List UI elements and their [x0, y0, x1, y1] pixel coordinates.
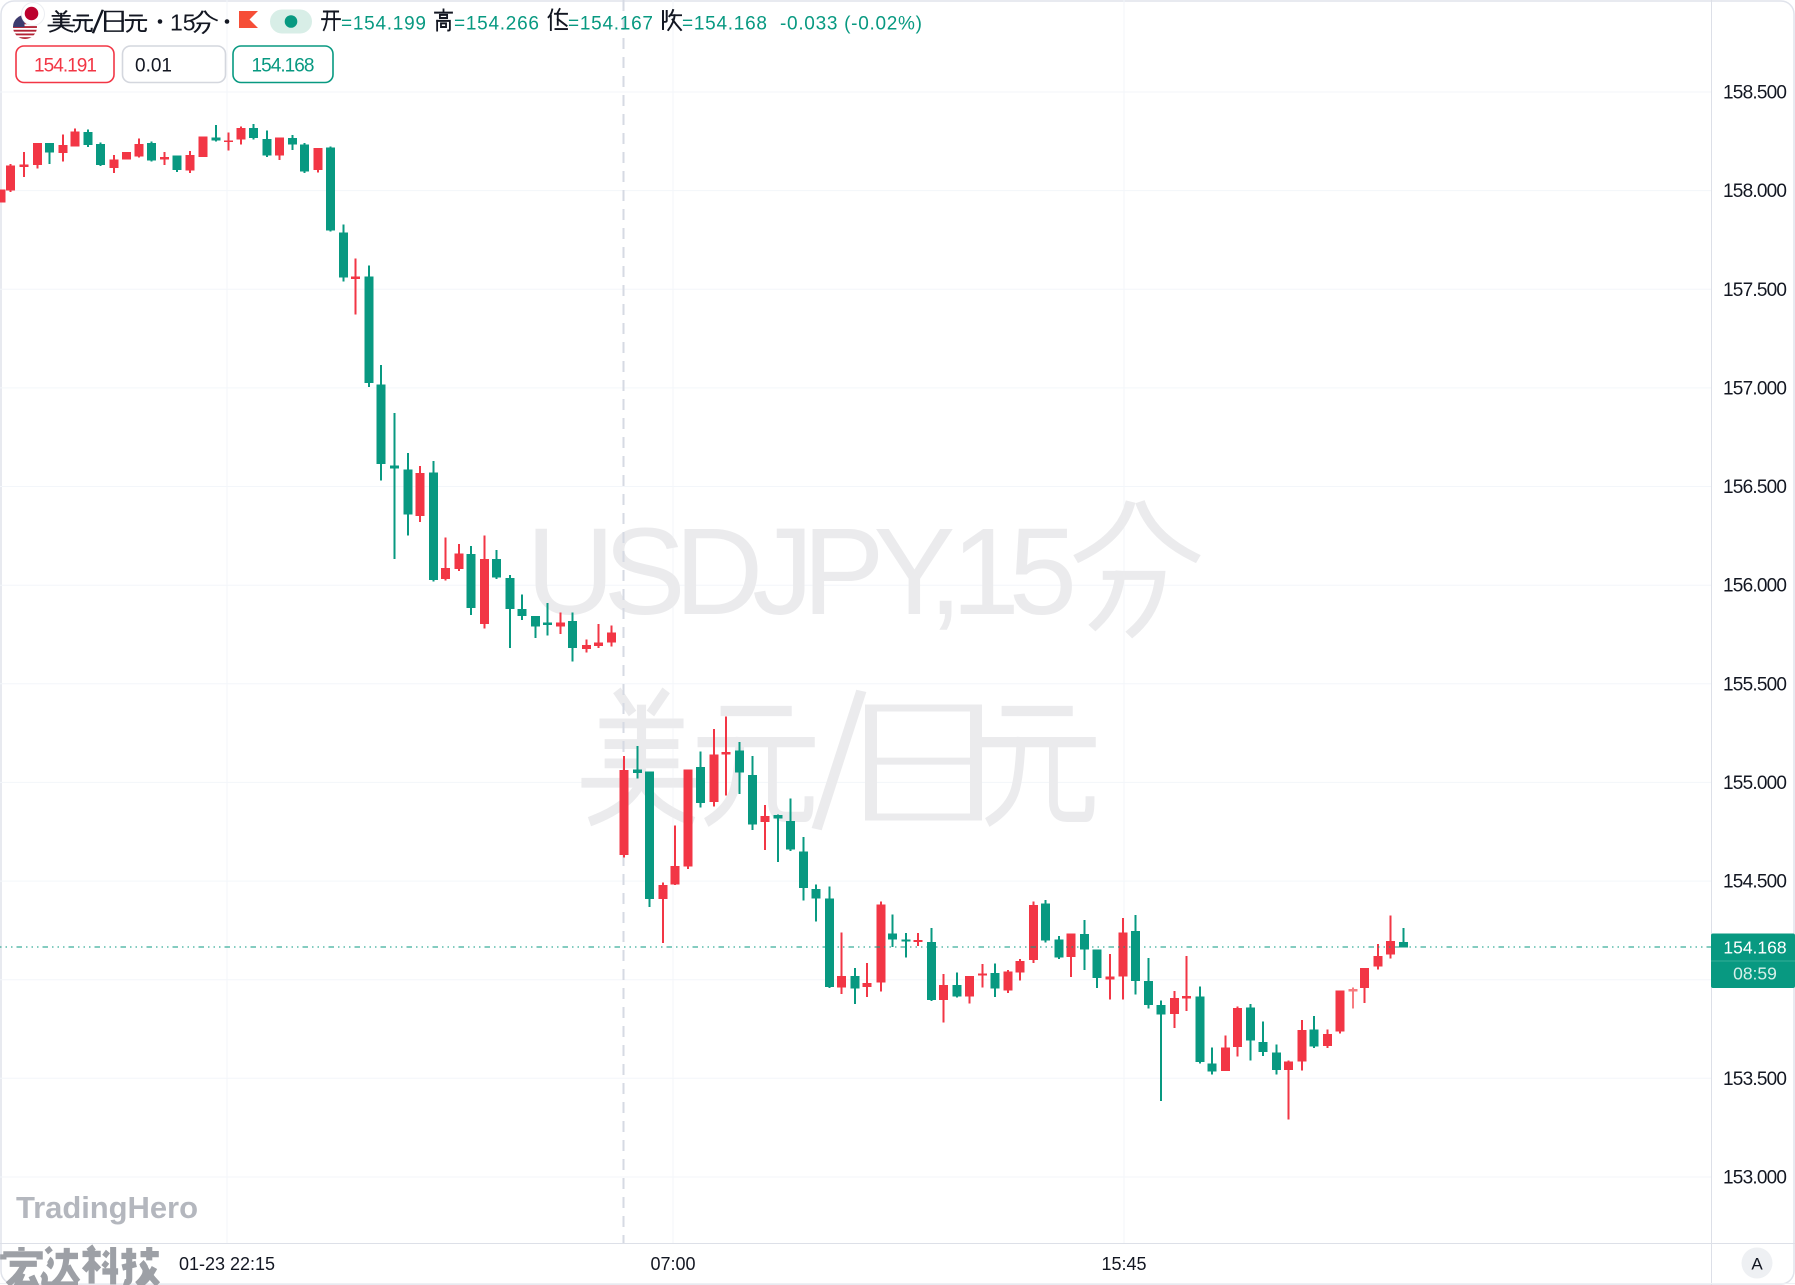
svg-text:0.01: 0.01 [135, 56, 172, 77]
svg-text:15: 15 [170, 10, 196, 36]
svg-text:157.500: 157.500 [1723, 280, 1787, 301]
svg-text:158.000: 158.000 [1723, 181, 1787, 202]
svg-text:156.500: 156.500 [1723, 477, 1787, 498]
svg-text:=154.266: =154.266 [454, 14, 539, 35]
svg-text:154.168: 154.168 [252, 56, 315, 77]
svg-text:USDJPY,15: USDJPY,15 [526, 504, 1077, 641]
svg-text:=154.199: =154.199 [341, 14, 426, 35]
svg-text:154.168: 154.168 [1723, 938, 1786, 958]
svg-text:-0.033 (-0.02%): -0.033 (-0.02%) [780, 14, 922, 35]
svg-text:=154.168: =154.168 [682, 14, 767, 35]
svg-text:154.191: 154.191 [34, 56, 97, 77]
svg-text:153.000: 153.000 [1723, 1168, 1787, 1189]
svg-text:08:59: 08:59 [1733, 964, 1777, 984]
svg-text:A: A [1751, 1255, 1763, 1274]
svg-text:155.000: 155.000 [1723, 773, 1787, 794]
svg-text:156.000: 156.000 [1723, 576, 1787, 597]
svg-text:07:00: 07:00 [650, 1254, 695, 1274]
svg-text:15:45: 15:45 [1101, 1254, 1146, 1274]
svg-text:153.500: 153.500 [1723, 1069, 1787, 1090]
svg-text:=154.167: =154.167 [568, 14, 653, 35]
svg-text:158.500: 158.500 [1723, 83, 1787, 104]
svg-text:155.500: 155.500 [1723, 674, 1787, 695]
svg-text:157.000: 157.000 [1723, 378, 1787, 399]
svg-text:01-23 22:15: 01-23 22:15 [179, 1254, 275, 1274]
svg-text:154.500: 154.500 [1723, 872, 1787, 893]
svg-text:TradingHero: TradingHero [16, 1190, 198, 1225]
